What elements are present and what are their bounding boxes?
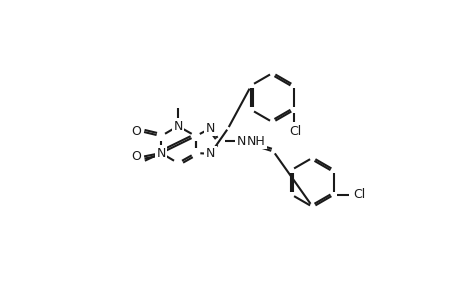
Text: O: O: [131, 150, 141, 164]
Text: N: N: [156, 146, 165, 160]
Text: N: N: [173, 120, 182, 133]
Text: NH: NH: [246, 135, 265, 148]
Text: N: N: [205, 147, 214, 160]
Text: N: N: [205, 122, 214, 135]
Text: N: N: [236, 135, 245, 148]
Text: Cl: Cl: [353, 188, 365, 201]
Text: Cl: Cl: [289, 125, 301, 138]
Text: O: O: [131, 125, 141, 138]
